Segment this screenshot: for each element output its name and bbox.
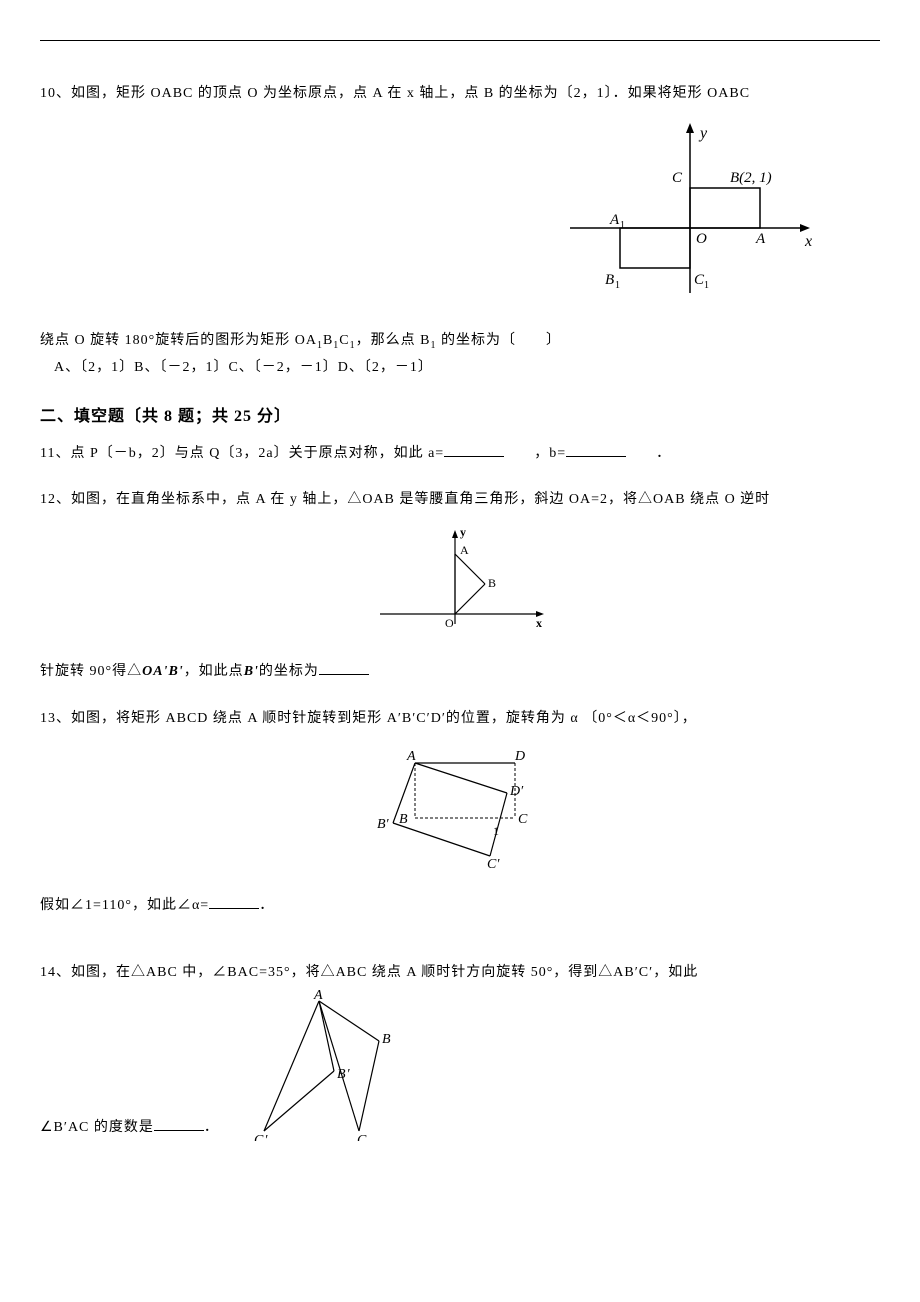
svg-text:B: B (382, 1032, 392, 1047)
svg-text:x: x (536, 616, 542, 630)
q12-figure: y x O A B (40, 524, 880, 650)
coordinate-diagram-icon: y x O A B(2, 1) C A 1 B 1 C 1 (560, 118, 820, 308)
question-11: 11、点 P〔－b，2〕与点 Q〔3，2a〕关于原点对称，如此 a= ，b= ． (40, 441, 880, 468)
svg-text:C′: C′ (254, 1133, 268, 1141)
svg-text:1: 1 (620, 220, 625, 231)
question-10: 10、如图，矩形 OABC 的顶点 O 为坐标原点，点 A 在 x 轴上，点 B… (40, 81, 880, 382)
svg-text:C′: C′ (487, 857, 500, 872)
svg-text:D′: D′ (509, 784, 524, 799)
svg-text:A: A (609, 212, 620, 228)
triangle-diagram-icon: y x O A B (360, 524, 560, 639)
question-13: 13、如图，将矩形 ABCD 绕点 A 顺时针旋转到矩形 A′B′C′D′的位置… (40, 706, 880, 920)
q10-options: A、〔2，1〕B、〔－2，1〕C、〔－2，－1〕D、〔2，－1〕 (40, 355, 880, 382)
q10-text-line2: 绕点 O 旋转 180°旋转后的图形为矩形 OA1B1C1，那么点 B1 的坐标… (40, 328, 880, 355)
svg-text:y: y (698, 125, 708, 142)
question-14: 14、如图，在△ABC 中，∠BAC=35°，将△ABC 绕点 A 顺时针方向旋… (40, 960, 880, 1142)
svg-text:1: 1 (615, 280, 620, 291)
rotated-rect-diagram-icon: A D B C B′ D′ C′ 1 (355, 743, 565, 873)
svg-text:C: C (518, 812, 528, 827)
svg-text:B′: B′ (337, 1067, 351, 1082)
svg-text:A: A (755, 231, 766, 247)
svg-text:1: 1 (704, 280, 709, 291)
svg-text:A: A (460, 543, 469, 557)
svg-text:O: O (696, 231, 707, 247)
blank-a (444, 443, 504, 457)
q13-text-line1: 13、如图，将矩形 ABCD 绕点 A 顺时针旋转到矩形 A′B′C′D′的位置… (40, 706, 880, 733)
blank-angle (154, 1117, 204, 1131)
svg-text:B: B (605, 272, 614, 288)
svg-text:A: A (313, 988, 324, 1003)
svg-text:B(2, 1): B(2, 1) (730, 170, 772, 186)
blank-b-prime (319, 661, 369, 675)
svg-text:y: y (460, 525, 466, 539)
section-2-title: 二、填空题〔共 8 题；共 25 分〕 (40, 402, 880, 426)
svg-text:B: B (399, 812, 408, 827)
q14-text-line1: 14、如图，在△ABC 中，∠BAC=35°，将△ABC 绕点 A 顺时针方向旋… (40, 960, 880, 987)
svg-text:C: C (357, 1133, 367, 1141)
svg-text:B′: B′ (377, 817, 390, 832)
q13-figure: A D B C B′ D′ C′ 1 (40, 743, 880, 884)
svg-text:O: O (445, 616, 454, 630)
q10-text-line1: 10、如图，矩形 OABC 的顶点 O 为坐标原点，点 A 在 x 轴上，点 B… (40, 81, 880, 108)
svg-text:A: A (406, 749, 416, 764)
q10-figure: y x O A B(2, 1) C A 1 B 1 C 1 (40, 118, 880, 319)
q14-text-line2: ∠B′AC 的度数是． A B C B′ C′ (40, 986, 880, 1141)
q13-text-line2: 假如∠1=110°，如此∠α=． (40, 893, 880, 920)
svg-text:D: D (514, 749, 525, 764)
svg-text:1: 1 (493, 824, 499, 838)
blank-b (566, 443, 626, 457)
question-12: 12、如图，在直角坐标系中，点 A 在 y 轴上，△OAB 是等腰直角三角形，斜… (40, 487, 880, 686)
q12-text-line1: 12、如图，在直角坐标系中，点 A 在 y 轴上，△OAB 是等腰直角三角形，斜… (40, 487, 880, 514)
svg-text:B: B (488, 576, 496, 590)
svg-text:x: x (804, 233, 812, 250)
rotated-triangle-diagram-icon: A B C B′ C′ (229, 986, 429, 1141)
q12-text-line2: 针旋转 90°得△OA'B'，如此点B'的坐标为 (40, 659, 880, 686)
svg-text:C: C (672, 170, 683, 186)
blank-alpha (209, 895, 259, 909)
